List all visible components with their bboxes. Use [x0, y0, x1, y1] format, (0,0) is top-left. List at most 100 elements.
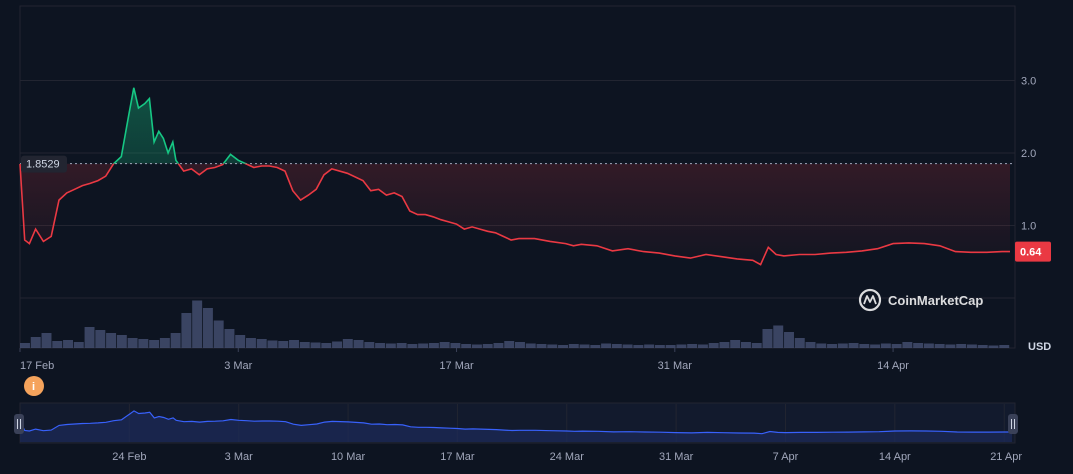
volume-bar: [837, 343, 848, 348]
volume-bar: [224, 329, 235, 348]
volume-bar: [805, 342, 816, 348]
volume-bar: [170, 333, 181, 348]
volume-bar: [73, 342, 84, 348]
volume-bar: [256, 339, 267, 348]
volume-bar: [385, 343, 396, 348]
volume-bar: [902, 342, 913, 348]
volume-bar: [590, 345, 601, 348]
volume-bar: [493, 343, 504, 348]
volume-bar: [762, 329, 773, 348]
volume-bar: [428, 343, 439, 348]
navigator-area-fill: [20, 410, 1012, 442]
volume-bar: [181, 313, 192, 348]
volume-bar: [202, 308, 213, 348]
coinmarketcap-watermark: CoinMarketCap: [858, 288, 983, 312]
volume-bar: [450, 343, 461, 348]
volume-bar: [192, 300, 203, 348]
volume-bar: [687, 344, 698, 348]
volume-bar: [751, 343, 762, 348]
volume-bar: [558, 345, 569, 348]
navigator-tick-label: 24 Feb: [112, 451, 146, 463]
x-tick-label: 14 Apr: [877, 360, 909, 372]
volume-bar: [568, 344, 579, 348]
x-tick-label: 17 Mar: [439, 360, 474, 372]
volume-bar: [267, 340, 278, 348]
navigator-tick-label: 17 Mar: [440, 451, 475, 463]
volume-bar: [159, 338, 170, 348]
area-below-reference: [20, 163, 1010, 265]
volume-bar: [579, 344, 590, 348]
volume-bar: [418, 343, 429, 348]
volume-bar: [719, 342, 730, 348]
volume-bar: [870, 344, 881, 348]
current-price-badge: 0.64: [1015, 241, 1051, 262]
navigator-tick-label: 3 Mar: [225, 451, 253, 463]
volume-bar: [407, 344, 418, 348]
navigator-tick-label: 24 Mar: [550, 451, 585, 463]
area-above-reference: [113, 87, 246, 164]
volume-bar: [20, 343, 30, 348]
volume-bar: [289, 340, 299, 348]
volume-bar: [708, 343, 719, 348]
coinmarketcap-logo-icon: [858, 288, 882, 312]
volume-bar: [547, 344, 558, 348]
volume-bar: [654, 345, 665, 348]
volume-bar: [353, 340, 364, 348]
volume-bar: [848, 343, 859, 348]
volume-bar: [611, 344, 622, 348]
reference-label: 1.8529: [21, 155, 67, 173]
x-tick-label: 3 Mar: [224, 360, 252, 372]
volume-bar: [988, 345, 999, 348]
volume-bar: [63, 340, 74, 348]
volume-bar: [934, 344, 945, 348]
volume-bar: [342, 339, 353, 348]
volume-bar: [52, 341, 63, 348]
volume-bar: [827, 344, 838, 348]
navigator-tick-label: 7 Apr: [773, 451, 799, 463]
navigator-tick-label: 31 Mar: [659, 451, 694, 463]
volume-bar: [439, 342, 450, 348]
volume-bar: [106, 333, 117, 348]
volume-bar: [891, 344, 902, 348]
volume-bar: [482, 344, 493, 348]
price-line-above: [112, 87, 248, 164]
volume-bar: [622, 344, 633, 348]
volume-bar: [299, 342, 310, 348]
navigator-handle-right[interactable]: [1008, 414, 1018, 434]
navigator-handle-left[interactable]: [14, 414, 24, 434]
volume-bar: [816, 343, 827, 348]
volume-bar: [730, 340, 741, 348]
volume-bar: [784, 332, 794, 348]
navigator-line: [19, 410, 1012, 435]
volume-bar: [697, 344, 708, 348]
volume-bar: [321, 343, 332, 348]
event-marker-icon: i: [32, 381, 35, 393]
navigator-tick-label: 21 Apr: [990, 451, 1022, 463]
volume-bar: [504, 341, 515, 348]
volume-bar: [945, 344, 956, 348]
volume-bar: [977, 345, 988, 348]
current-price-value: 0.64: [1020, 247, 1042, 259]
y-axis-ticks: 1.0 2.0 3.0: [1021, 76, 1036, 233]
x-tick-label: 31 Mar: [658, 360, 693, 372]
volume-bar: [923, 343, 934, 348]
volume-bar: [999, 345, 1010, 348]
volume-bar: [665, 345, 676, 348]
volume-bars: [20, 300, 1010, 348]
volume-bar: [740, 342, 751, 348]
volume-bar: [525, 343, 536, 348]
event-marker[interactable]: i: [24, 376, 44, 396]
navigator-tick-label: 10 Mar: [331, 451, 366, 463]
volume-bar: [245, 338, 256, 348]
y-tick-label: 1.0: [1021, 221, 1036, 233]
volume-bar: [966, 344, 977, 348]
volume-bar: [461, 344, 472, 348]
volume-bar: [375, 343, 386, 348]
volume-bar: [364, 342, 375, 348]
y-tick-label: 3.0: [1021, 76, 1036, 88]
volume-bar: [471, 344, 482, 348]
volume-bar: [138, 339, 149, 348]
navigator-tick-label: 14 Apr: [879, 451, 911, 463]
volume-bar: [213, 320, 224, 348]
